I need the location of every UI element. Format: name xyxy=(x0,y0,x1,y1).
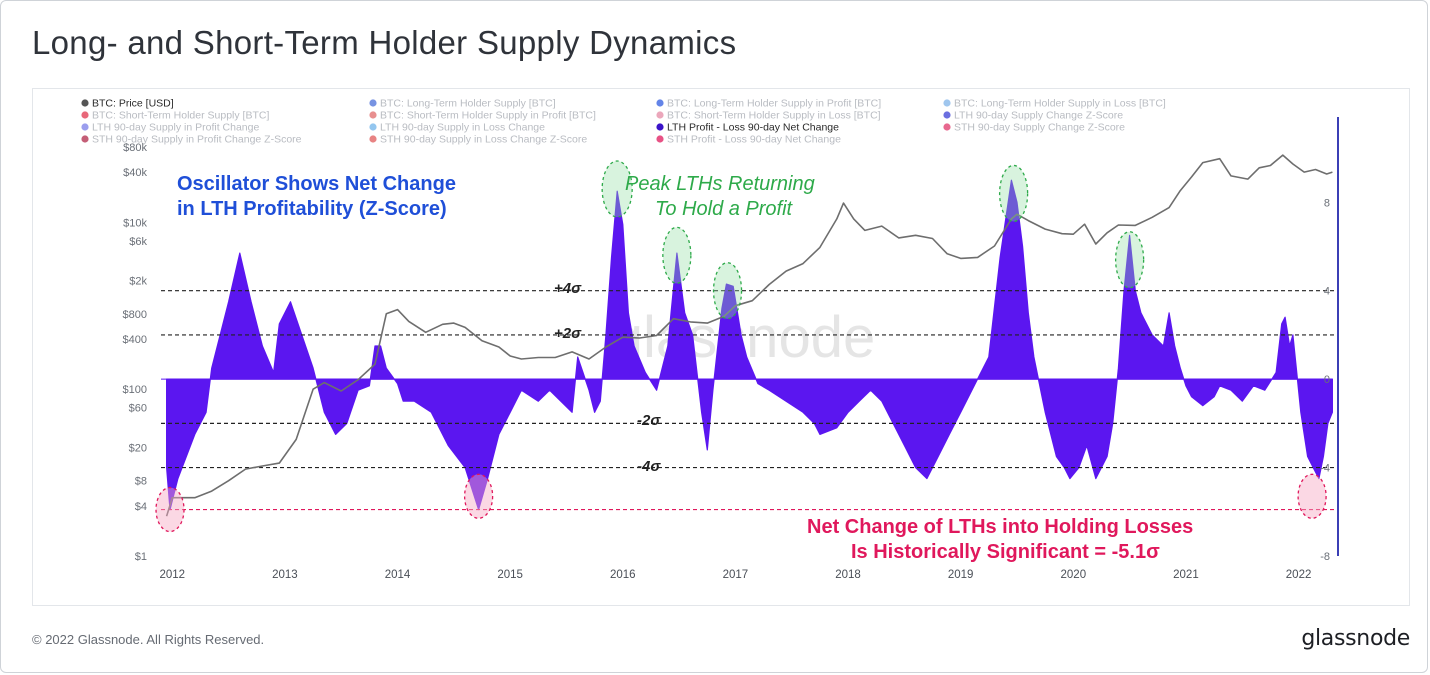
legend-swatch-icon xyxy=(369,99,377,107)
legend-label: BTC: Long-Term Holder Supply [BTC] xyxy=(380,98,556,110)
legend-label: LTH 90-day Supply in Loss Change xyxy=(380,122,545,134)
peak-highlight-ellipse xyxy=(712,262,743,320)
legend-label: STH 90-day Supply in Loss Change Z-Score xyxy=(380,134,587,146)
band-label-minus4: -4σ xyxy=(637,458,661,475)
x-axis-tick: 2018 xyxy=(835,569,861,581)
annotation-peak-line1: Peak LTHs Returning xyxy=(625,173,815,195)
left-axis-tick: $4 xyxy=(135,501,147,513)
right-axis-tick: -8 xyxy=(1320,551,1330,563)
legend-swatch-icon xyxy=(81,99,89,107)
legend-label: BTC: Long-Term Holder Supply in Loss [BT… xyxy=(954,98,1166,110)
left-axis-tick: $100 xyxy=(123,384,147,396)
legend-label: BTC: Short-Term Holder Supply in Loss [B… xyxy=(667,110,881,122)
page-title: Long- and Short-Term Holder Supply Dynam… xyxy=(32,24,737,61)
legend-swatch-icon xyxy=(943,99,951,107)
right-axis-tick: 0 xyxy=(1324,374,1330,386)
right-axis-tick: 8 xyxy=(1324,197,1330,209)
chart-card: BTC: Price [USD] BTC: Long-Term Holder Su… xyxy=(32,88,1410,606)
annotation-peak-line2: To Hold a Profit xyxy=(655,198,794,220)
left-axis-tick: $80k xyxy=(123,142,147,154)
legend-label: STH Profit - Loss 90-day Net Change xyxy=(667,134,841,146)
legend-label: BTC: Price [USD] xyxy=(92,98,174,110)
legend-label: BTC: Short-Term Holder Supply [BTC] xyxy=(92,110,269,122)
legend-swatch-icon xyxy=(369,111,377,119)
legend-swatch-icon xyxy=(943,111,951,119)
annotation-loss-line1: Net Change of LTHs into Holding Losses xyxy=(807,516,1193,538)
highlight-ellipses xyxy=(155,160,1327,533)
x-axis-tick: 2015 xyxy=(497,569,523,581)
x-axis-tick: 2019 xyxy=(948,569,974,581)
loss-highlight-ellipse xyxy=(155,486,185,533)
legend-label: STH 90-day Supply Change Z-Score xyxy=(954,122,1125,134)
band-label-minus2: -2σ xyxy=(637,412,661,429)
x-axis-tick: 2022 xyxy=(1286,569,1312,581)
right-axis-tick: -4 xyxy=(1320,463,1330,475)
left-axis-tick: $40k xyxy=(123,167,147,179)
peak-highlight-ellipse xyxy=(601,160,633,218)
legend-swatch-icon xyxy=(656,111,664,119)
legend-swatch-icon xyxy=(656,135,664,143)
left-axis-tick: $1 xyxy=(135,551,147,563)
legend: BTC: Price [USD] BTC: Long-Term Holder Su… xyxy=(81,98,1166,146)
legend-swatch-icon xyxy=(81,111,89,119)
left-axis-tick: $60 xyxy=(129,403,147,415)
legend-label: BTC: Long-Term Holder Supply in Profit [… xyxy=(667,98,881,110)
legend-swatch-icon xyxy=(81,135,89,143)
x-axis-tick: 2013 xyxy=(272,569,298,581)
loss-highlight-ellipse xyxy=(1297,473,1327,519)
left-axis-tick: $10k xyxy=(123,217,147,229)
legend-label: LTH 90-day Supply Change Z-Score xyxy=(954,110,1123,122)
x-axis-tick: 2021 xyxy=(1173,569,1199,581)
x-axis-tick: 2017 xyxy=(723,569,749,581)
price-line xyxy=(165,154,1333,517)
annotation-loss-line2: Is Historically Significant = -5.1σ xyxy=(851,541,1160,563)
left-axis-tick: $800 xyxy=(123,309,147,321)
legend-swatch-icon xyxy=(81,123,89,131)
legend-label: BTC: Short-Term Holder Supply in Profit … xyxy=(380,110,596,122)
legend-swatch-icon xyxy=(943,123,951,131)
peak-highlight-ellipse xyxy=(998,164,1029,223)
price-layer xyxy=(165,154,1333,517)
legend-label: LTH Profit - Loss 90-day Net Change xyxy=(667,122,839,134)
legend-swatch-icon xyxy=(369,123,377,131)
x-axis-tick: 2012 xyxy=(159,569,185,581)
footer-brand-logo: glassnode xyxy=(1301,626,1410,651)
left-axis-tick: $6k xyxy=(129,236,147,248)
peak-highlight-ellipse xyxy=(1114,231,1145,289)
left-axis-tick: $8 xyxy=(135,476,147,488)
left-axis-tick: $2k xyxy=(129,276,147,288)
loss-highlight-ellipse xyxy=(463,473,494,519)
axes-layer: $80k $40k $10k $6k $2k $800 $400 $100 $60 $20 $8 $4… xyxy=(123,117,1339,581)
left-axis-tick: $400 xyxy=(123,334,147,346)
legend-label: STH 90-day Supply in Profit Change Z-Sco… xyxy=(92,134,302,146)
legend-label: LTH 90-day Supply in Profit Change xyxy=(92,122,259,134)
annotation-oscillator-line1: Oscillator Shows Net Change xyxy=(177,173,456,195)
legend-swatch-icon xyxy=(369,135,377,143)
chart-svg: BTC: Price [USD] BTC: Long-Term Holder Su… xyxy=(81,98,1339,581)
x-axis-tick: 2020 xyxy=(1061,569,1087,581)
peak-highlight-ellipse xyxy=(662,226,692,284)
sigma-bands xyxy=(161,290,1338,511)
x-axis-tick: 2014 xyxy=(385,569,411,581)
band-label-plus4: +4σ xyxy=(554,280,582,297)
legend-swatch-icon xyxy=(656,99,664,107)
band-label-plus2: +2σ xyxy=(554,325,582,342)
x-axis-tick: 2016 xyxy=(610,569,636,581)
right-axis-tick: 4 xyxy=(1324,286,1330,298)
footer-copyright: © 2022 Glassnode. All Rights Reserved. xyxy=(32,632,265,647)
legend-swatch-icon xyxy=(656,123,664,131)
left-axis-tick: $20 xyxy=(129,442,147,454)
annotation-oscillator-line2: in LTH Profitability (Z-Score) xyxy=(177,198,447,220)
